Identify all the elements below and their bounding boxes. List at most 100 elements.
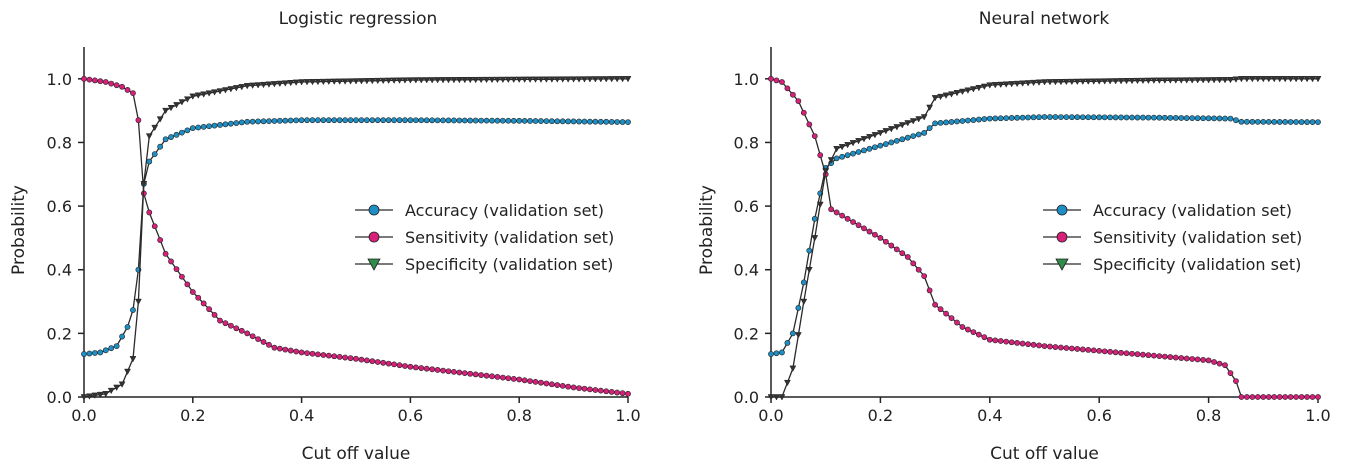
data-point: [1145, 352, 1152, 359]
data-point: [330, 78, 338, 85]
data-point: [581, 76, 588, 83]
data-point: [113, 384, 121, 391]
data-point: [849, 140, 857, 147]
data-point: [483, 117, 490, 124]
data-point: [86, 393, 93, 400]
data-point: [151, 124, 159, 132]
data-point: [811, 133, 818, 139]
data-point: [839, 212, 846, 219]
data-point: [948, 315, 955, 321]
data-point: [472, 117, 479, 124]
data-point: [1189, 356, 1196, 362]
data-point: [827, 157, 835, 164]
data-point: [1238, 394, 1245, 400]
data-point: [102, 391, 110, 398]
data-point: [959, 324, 966, 330]
data-point: [794, 332, 802, 339]
data-point: [233, 325, 240, 332]
data-point: [559, 382, 566, 389]
data-point: [910, 260, 917, 267]
data-point: [882, 141, 889, 147]
data-point: [179, 129, 185, 136]
data-point: [456, 117, 463, 124]
data-point: [773, 77, 780, 84]
data-point: [1183, 355, 1190, 362]
data-point: [162, 136, 169, 143]
legend-marker: [1055, 258, 1069, 271]
data-point: [1276, 76, 1284, 83]
data-point: [548, 76, 556, 83]
data-point: [145, 133, 153, 140]
data-point: [1167, 114, 1174, 121]
data-point: [1243, 118, 1250, 125]
data-point: [1205, 357, 1212, 364]
legend-marker: [368, 231, 380, 243]
data-point: [817, 152, 824, 159]
data-point: [151, 223, 158, 230]
data-point: [1041, 114, 1048, 120]
data-point: [839, 153, 846, 160]
data-point: [1014, 114, 1021, 121]
data-point: [97, 78, 104, 85]
data-point: [1041, 343, 1048, 349]
data-point: [206, 123, 213, 130]
data-point: [1052, 79, 1059, 86]
data-point: [871, 132, 879, 139]
data-point: [992, 337, 999, 344]
data-point: [423, 77, 431, 84]
data-point: [538, 379, 544, 386]
data-point: [472, 371, 479, 378]
data-point: [1030, 79, 1037, 87]
data-point: [494, 374, 501, 380]
data-point: [1128, 77, 1136, 85]
data-point: [505, 375, 512, 382]
data-point: [866, 228, 873, 235]
data-point: [412, 77, 420, 84]
data-point: [472, 76, 480, 84]
data-point: [233, 120, 240, 126]
data-point: [320, 352, 327, 358]
data-point: [877, 235, 884, 241]
data-point: [1293, 394, 1300, 400]
data-point: [119, 333, 125, 340]
data-point: [319, 78, 327, 86]
data-point: [440, 117, 446, 124]
data-point: [586, 76, 594, 83]
data-point: [899, 250, 906, 257]
data-point: [451, 368, 457, 375]
data-point: [320, 117, 327, 124]
data-point: [206, 306, 213, 313]
data-point: [156, 116, 164, 123]
data-point: [587, 386, 593, 393]
data-point: [417, 77, 425, 84]
data-point: [795, 98, 802, 104]
data-point: [953, 90, 961, 97]
data-point: [368, 78, 376, 85]
chart-title: Neural network: [979, 9, 1110, 29]
data-point: [1271, 119, 1278, 125]
data-point: [980, 83, 988, 90]
data-point: [1298, 76, 1306, 83]
data-point: [96, 391, 104, 399]
data-point: [418, 117, 425, 124]
series-sensitivity: [768, 75, 1321, 400]
data-point: [625, 390, 631, 397]
data-point: [135, 117, 142, 124]
data-point: [1194, 356, 1201, 363]
data-point: [800, 279, 807, 286]
data-point: [576, 385, 582, 391]
data-point: [1074, 346, 1081, 352]
data-point: [129, 356, 137, 363]
data-point: [970, 329, 977, 335]
data-point: [614, 389, 621, 396]
data-point: [1140, 351, 1146, 358]
data-point: [608, 119, 615, 125]
data-point: [548, 118, 555, 125]
data-point: [559, 76, 567, 83]
data-point: [855, 222, 862, 229]
data-point: [954, 319, 960, 326]
data-point: [822, 168, 830, 175]
data-point: [505, 117, 512, 124]
data-point: [260, 118, 267, 125]
data-point: [244, 330, 251, 337]
